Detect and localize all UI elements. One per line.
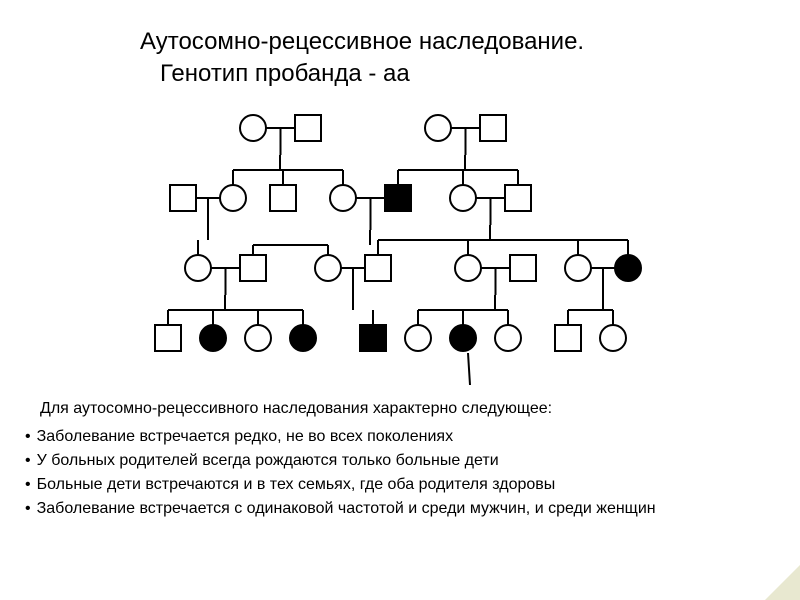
- male-symbol: [385, 185, 411, 211]
- male-symbol: [365, 255, 391, 281]
- female-symbol: [245, 325, 271, 351]
- female-symbol: [185, 255, 211, 281]
- female-symbol: [405, 325, 431, 351]
- bullet-list: Заболевание встречается редко, не во все…: [25, 425, 656, 521]
- male-symbol: [510, 255, 536, 281]
- page-subtitle: Генотип пробанда - аа: [160, 60, 410, 88]
- male-symbol: [240, 255, 266, 281]
- female-symbol: [455, 255, 481, 281]
- bullet-item: Больные дети встречаются и в тех семьях,…: [25, 473, 656, 497]
- female-symbol: [200, 325, 226, 351]
- female-symbol: [315, 255, 341, 281]
- female-symbol: [330, 185, 356, 211]
- page-title: Аутосомно-рецессивное наследование.: [140, 28, 584, 56]
- pedigree-chart: [150, 95, 670, 390]
- male-symbol: [480, 115, 506, 141]
- bullet-item: Заболевание встречается с одинаковой час…: [25, 497, 656, 521]
- section-title: Для аутосомно-рецессивного наследования …: [40, 400, 552, 418]
- female-symbol: [220, 185, 246, 211]
- female-symbol: [450, 185, 476, 211]
- male-symbol: [295, 115, 321, 141]
- female-symbol: [425, 115, 451, 141]
- male-symbol: [555, 325, 581, 351]
- female-symbol: [290, 325, 316, 351]
- male-symbol: [155, 325, 181, 351]
- male-symbol: [360, 325, 386, 351]
- male-symbol: [170, 185, 196, 211]
- female-symbol: [450, 325, 476, 351]
- page-corner-fold: [765, 565, 800, 600]
- female-symbol: [600, 325, 626, 351]
- female-symbol: [495, 325, 521, 351]
- female-symbol: [565, 255, 591, 281]
- female-symbol: [615, 255, 641, 281]
- male-symbol: [505, 185, 531, 211]
- male-symbol: [270, 185, 296, 211]
- bullet-item: Заболевание встречается редко, не во все…: [25, 425, 656, 449]
- female-symbol: [240, 115, 266, 141]
- bullet-item: У больных родителей всегда рождаются тол…: [25, 449, 656, 473]
